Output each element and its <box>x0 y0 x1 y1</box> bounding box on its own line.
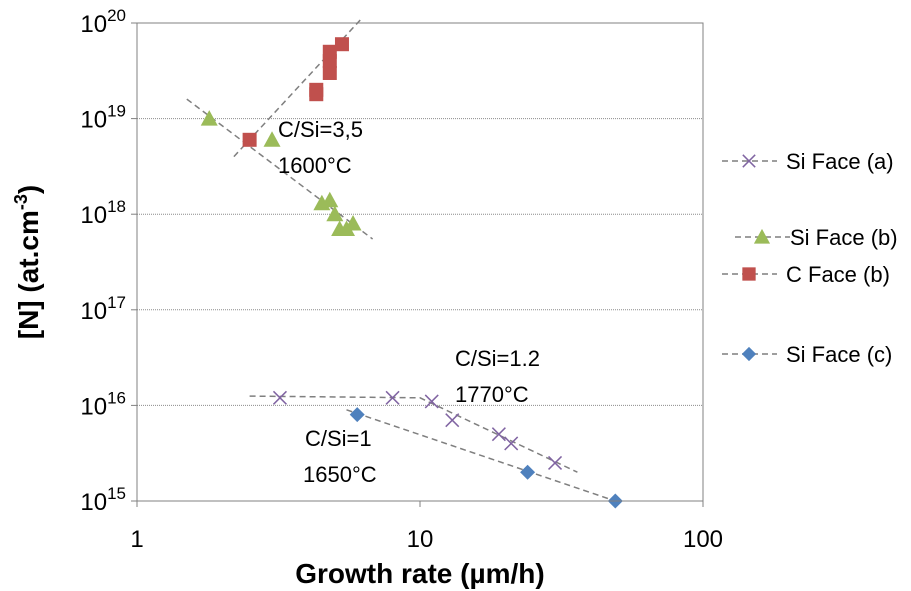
data-point <box>520 464 536 480</box>
data-point <box>321 191 339 208</box>
y-axis-title: [N] (at.cm-3) <box>11 185 44 339</box>
annotation-line: 1650°C <box>303 462 377 487</box>
annotation-csi-1: C/Si=1 1650°C <box>303 426 377 487</box>
annotation-line: 1770°C <box>455 382 529 407</box>
data-point <box>547 455 563 470</box>
y-tick-label: 1015 <box>80 484 126 516</box>
x-tick-label: 10 <box>407 526 434 553</box>
x-tick-label: 1 <box>130 526 143 553</box>
y-tick-labels: 1015 1016 1017 1018 1019 1020 <box>80 6 126 516</box>
legend-label: Si Face (c) <box>786 342 892 367</box>
legend-swatch-marker <box>753 228 771 244</box>
data-point <box>424 394 439 409</box>
y-tick-label: 1016 <box>80 388 126 420</box>
data-point <box>200 110 218 126</box>
data-point <box>322 65 337 80</box>
y-tick-label: 1018 <box>80 197 126 229</box>
legend-item: Si Face (b) <box>735 225 898 250</box>
annotation-line: C/Si=1.2 <box>455 346 540 371</box>
data-point <box>272 390 287 405</box>
marker-stroke <box>445 413 460 428</box>
legend-label: Si Face (b) <box>790 225 898 250</box>
annotation-csi-3-5: C/Si=3,5 1600°C <box>278 117 363 178</box>
x-tick-labels: 1 10 100 <box>130 526 723 553</box>
marker-stroke <box>424 394 439 409</box>
trendline <box>186 98 374 240</box>
marker-stroke <box>547 455 563 470</box>
marker-stroke <box>504 436 519 451</box>
data-point <box>349 407 365 423</box>
legend-swatch-marker <box>741 346 757 362</box>
plot-axes <box>131 22 704 507</box>
data-markers <box>200 37 623 509</box>
marker-stroke <box>272 390 287 405</box>
legend-swatch-marker <box>742 154 756 168</box>
annotation-line: C/Si=3,5 <box>278 117 363 142</box>
marker-stroke <box>491 427 506 442</box>
legend-label: C Face (b) <box>786 262 890 287</box>
plot-gridlines <box>137 118 703 406</box>
marker-stroke <box>385 390 400 405</box>
annotation-csi-1-2: C/Si=1.2 1770°C <box>455 346 540 407</box>
x-axis-title: Growth rate (µm/h) <box>295 558 544 589</box>
legend-label: Si Face (a) <box>786 149 894 174</box>
data-point <box>263 131 281 147</box>
trendline <box>346 409 616 502</box>
legend-item: Si Face (c) <box>722 342 892 367</box>
data-point <box>334 37 349 52</box>
marker-stroke <box>742 154 756 168</box>
y-axis-title-close: ) <box>13 185 44 194</box>
data-point <box>322 44 337 59</box>
annotation-line: C/Si=1 <box>305 426 372 451</box>
data-point <box>344 214 362 231</box>
legend-swatch-marker <box>742 267 756 281</box>
data-point <box>242 132 257 147</box>
data-point <box>326 205 344 222</box>
data-point <box>309 87 324 102</box>
trendline <box>249 395 578 473</box>
data-point <box>385 390 400 405</box>
plot-area-border <box>136 22 704 502</box>
legend-item: C Face (b) <box>722 262 890 287</box>
y-tick-label: 1019 <box>80 102 126 134</box>
y-tick-label: 1017 <box>80 293 126 325</box>
legend: Si Face (a) Si Face (b) C Face (b) Si Face … <box>722 149 898 367</box>
data-point <box>491 427 506 442</box>
legend-item: Si Face (a) <box>722 149 894 174</box>
data-point <box>445 413 460 428</box>
trendlines <box>186 18 616 502</box>
y-tick-label: 1020 <box>80 6 126 38</box>
data-point <box>504 436 519 451</box>
annotation-line: 1600°C <box>278 153 352 178</box>
x-tick-label: 100 <box>683 526 723 553</box>
y-axis-title-main: [N] (at.cm <box>13 210 44 339</box>
y-axis-title-sup: -3 <box>11 194 31 210</box>
